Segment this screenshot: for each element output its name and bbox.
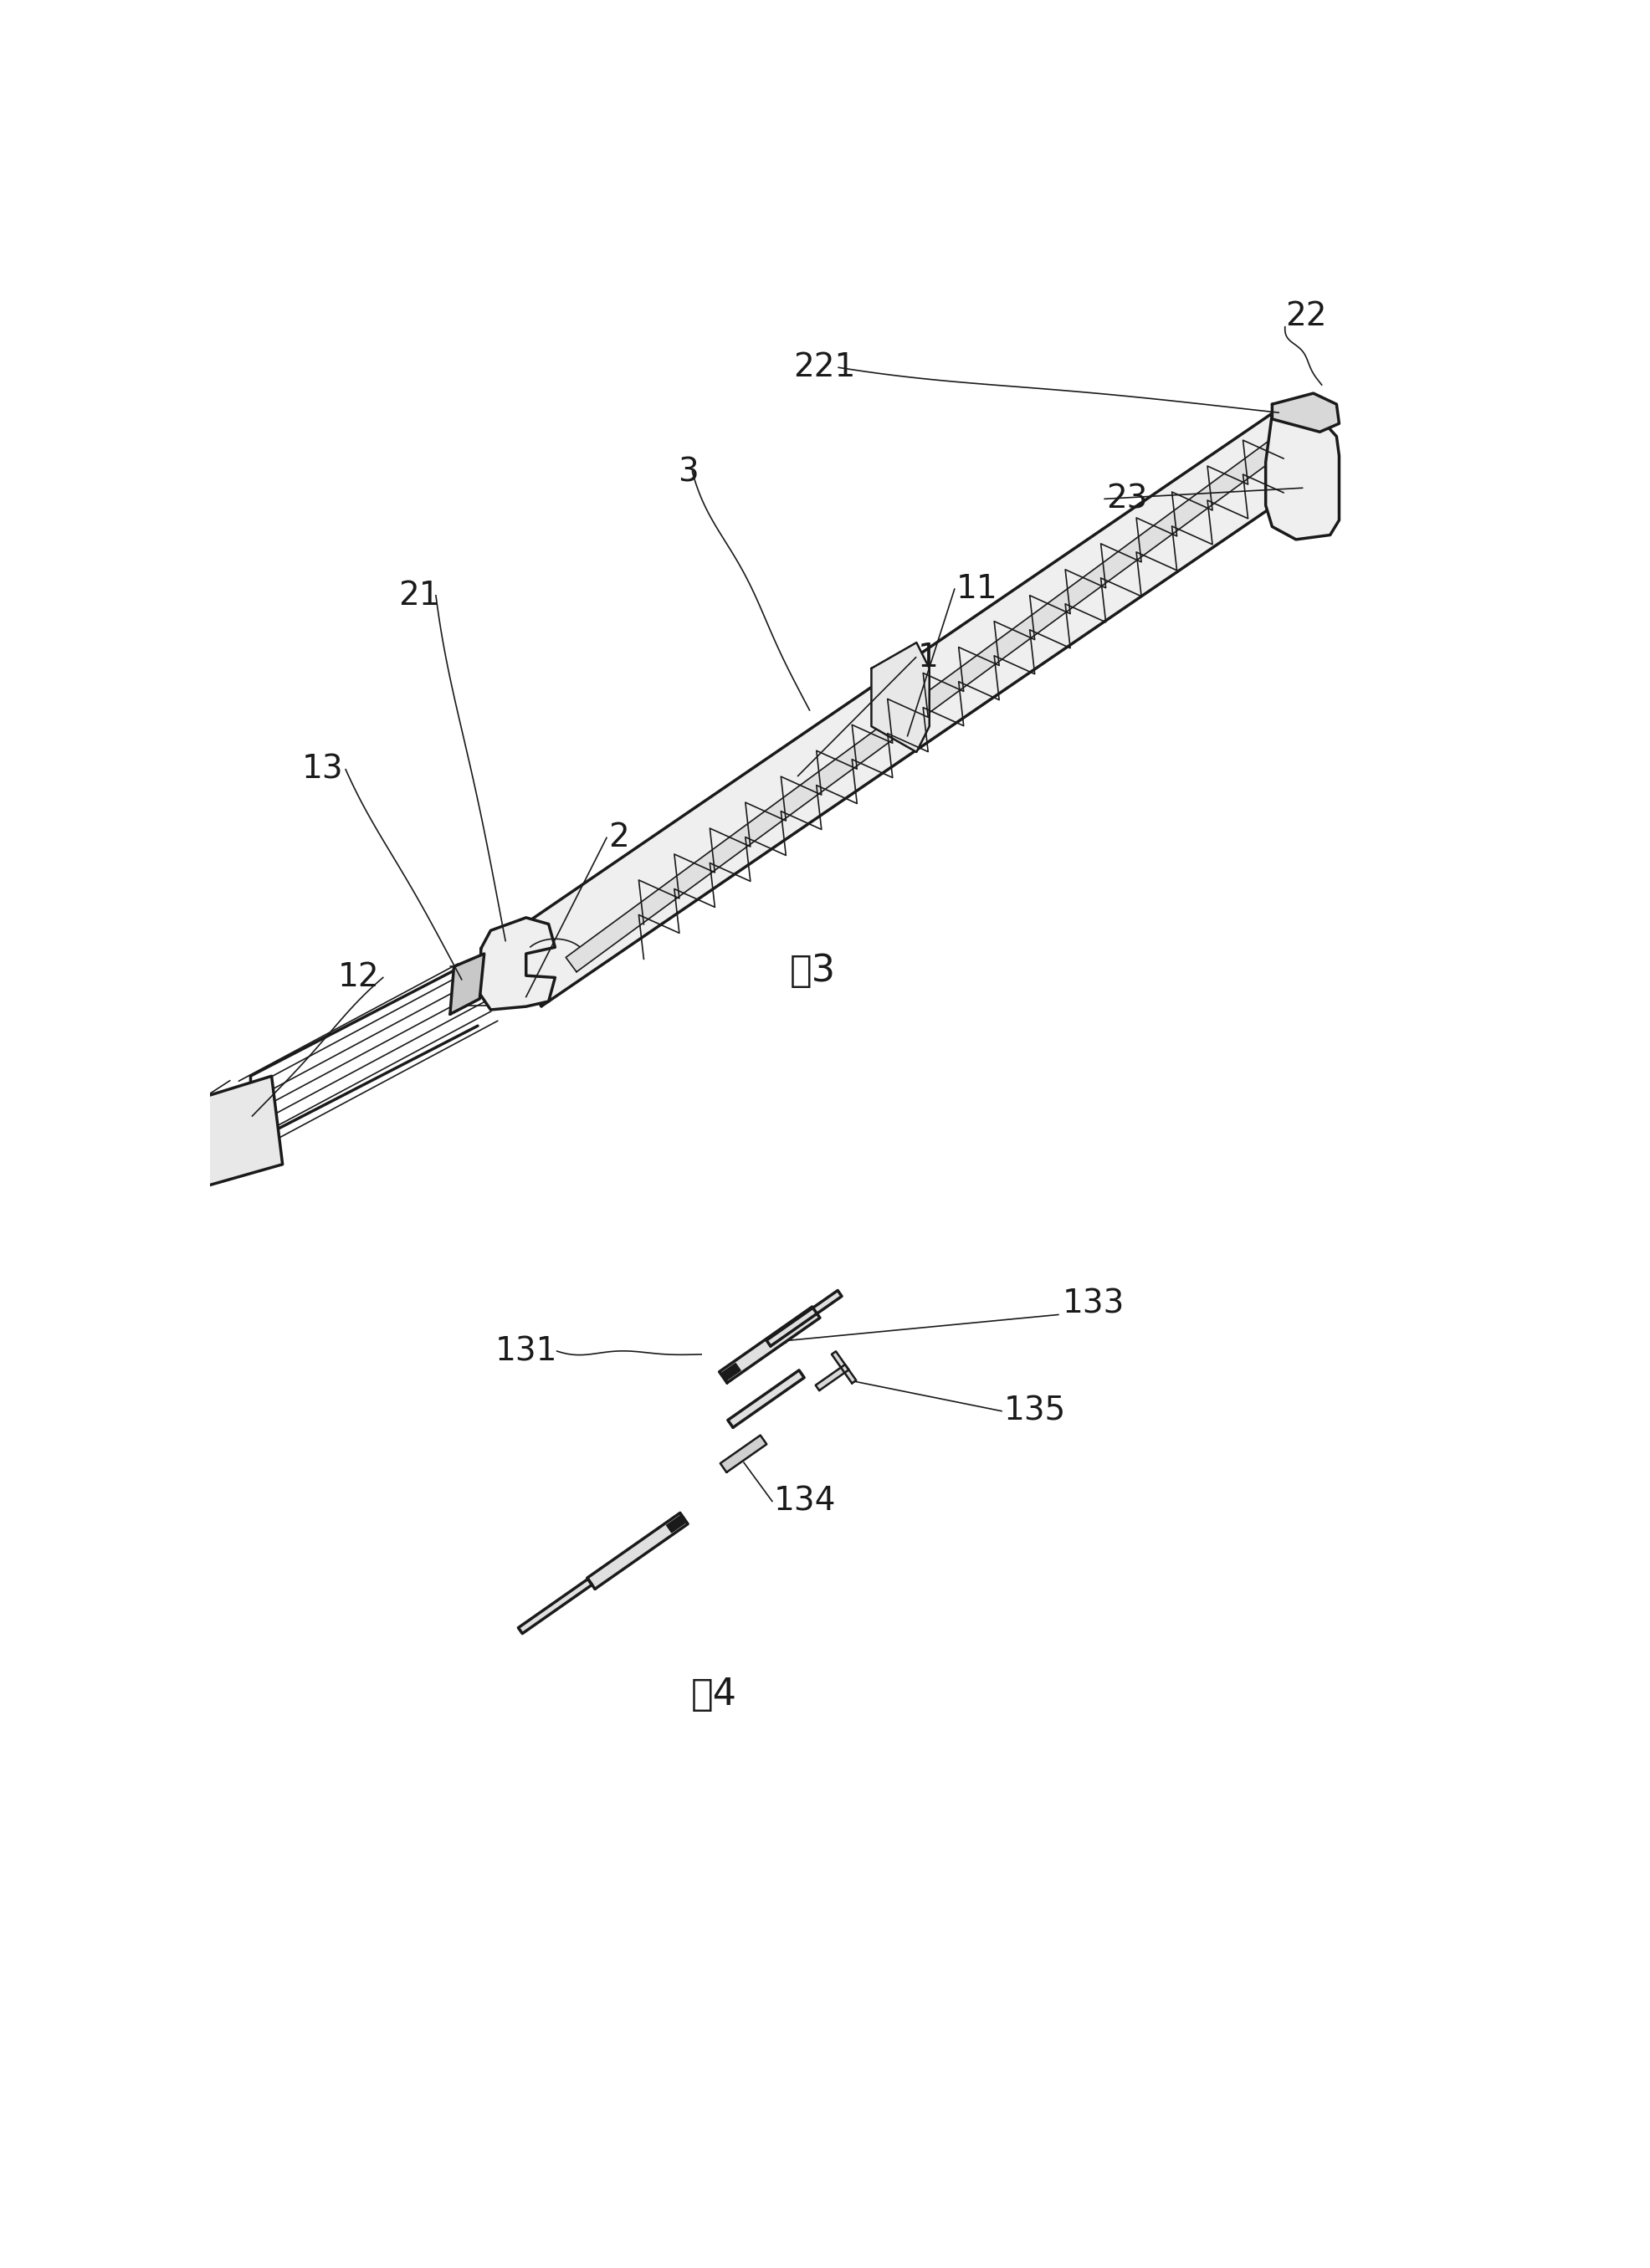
Polygon shape <box>721 1363 741 1381</box>
Polygon shape <box>721 1436 767 1472</box>
Text: 图3: 图3 <box>790 953 837 989</box>
Polygon shape <box>832 1352 856 1383</box>
Polygon shape <box>767 1290 842 1347</box>
Text: 12: 12 <box>338 962 380 993</box>
Polygon shape <box>815 1365 848 1390</box>
Polygon shape <box>198 1075 282 1188</box>
Text: 134: 134 <box>774 1486 837 1517</box>
Polygon shape <box>587 1513 688 1590</box>
Polygon shape <box>728 1370 804 1427</box>
Polygon shape <box>450 955 483 1014</box>
Polygon shape <box>480 919 554 1009</box>
Text: 2: 2 <box>609 821 629 853</box>
Polygon shape <box>566 433 1289 973</box>
Polygon shape <box>518 1579 592 1633</box>
Text: 11: 11 <box>957 574 998 606</box>
Text: 3: 3 <box>678 456 698 488</box>
Polygon shape <box>667 1515 686 1533</box>
Text: 133: 133 <box>1063 1288 1124 1320</box>
Text: 1: 1 <box>917 642 939 674</box>
Text: 221: 221 <box>794 352 856 383</box>
Text: 135: 135 <box>1005 1395 1066 1427</box>
Text: 131: 131 <box>495 1336 558 1368</box>
Polygon shape <box>1266 404 1340 540</box>
Text: 图4: 图4 <box>691 1676 738 1712</box>
Polygon shape <box>871 642 929 753</box>
Polygon shape <box>1272 392 1340 431</box>
Polygon shape <box>498 415 1315 1007</box>
Text: 13: 13 <box>302 753 343 785</box>
Text: 21: 21 <box>399 581 441 612</box>
Polygon shape <box>719 1306 820 1383</box>
Text: 23: 23 <box>1106 483 1147 515</box>
Text: 22: 22 <box>1285 299 1327 331</box>
